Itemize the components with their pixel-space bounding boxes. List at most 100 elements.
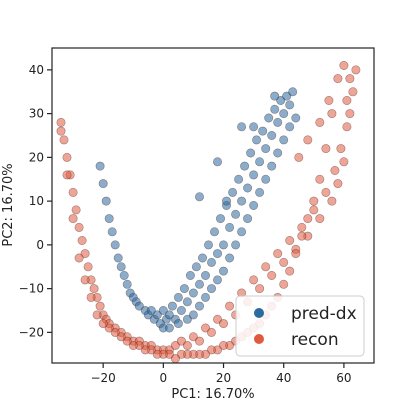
recon-point	[80, 275, 90, 285]
pred-dx-point	[261, 174, 271, 184]
recon-point	[342, 122, 352, 132]
recon-point	[56, 117, 66, 127]
recon-point	[74, 253, 84, 263]
pred-dx-point	[219, 266, 229, 276]
recon-point	[321, 187, 331, 197]
recon-point	[330, 166, 340, 176]
recon-point	[273, 249, 283, 259]
x-axis-label: PC1: 16.70%	[171, 387, 254, 402]
recon-point	[95, 301, 105, 311]
recon-point	[315, 214, 325, 224]
pred-dx-point	[282, 91, 292, 101]
recon-point	[219, 340, 229, 350]
pred-dx-point	[158, 305, 168, 315]
recon-point	[176, 336, 186, 346]
x-tick-label: −20	[90, 371, 115, 385]
x-tick-label: 0	[160, 371, 168, 385]
recon-point	[261, 262, 271, 272]
pred-dx-point	[231, 209, 241, 219]
recon-point	[279, 257, 289, 267]
pred-dx-point	[164, 323, 174, 333]
recon-point	[315, 174, 325, 184]
pred-dx-point	[146, 305, 156, 315]
recon-point	[315, 117, 325, 127]
recon-series	[56, 60, 361, 364]
pred-dx-point	[113, 253, 123, 263]
legend-box	[235, 295, 365, 357]
recon-point	[303, 214, 313, 224]
pred-dx-point	[237, 196, 247, 206]
legend: pred-dx recon	[235, 295, 365, 357]
recon-point	[339, 157, 349, 167]
pred-dx-point	[182, 297, 192, 307]
pred-dx-point	[273, 148, 283, 158]
recon-point	[68, 187, 78, 197]
recon-point	[77, 236, 87, 246]
pred-dx-point	[134, 301, 144, 311]
legend-marker-recon	[254, 334, 264, 344]
recon-point	[327, 109, 337, 119]
pred-dx-point	[276, 96, 286, 106]
pred-dx-point	[204, 240, 214, 250]
recon-point	[339, 60, 349, 70]
recon-point	[62, 170, 72, 180]
recon-point	[333, 74, 343, 84]
recon-point	[116, 332, 126, 342]
x-tick-label: 40	[276, 371, 291, 385]
recon-point	[321, 144, 331, 154]
pred-dx-point	[279, 135, 289, 145]
recon-point	[291, 249, 301, 259]
recon-point	[68, 214, 78, 224]
pred-dx-point	[261, 144, 271, 154]
pred-dx-point	[201, 292, 211, 302]
pred-dx-point	[291, 113, 301, 123]
pred-dx-point	[219, 240, 229, 250]
y-axis-label: PC2: 16.70%	[1, 163, 16, 246]
recon-point	[345, 74, 355, 84]
recon-point	[92, 310, 102, 320]
x-axis-ticks: −20 0 20 40 60	[90, 363, 352, 385]
y-tick-label: 40	[29, 63, 44, 77]
recon-point	[309, 205, 319, 215]
recon-point	[309, 196, 319, 206]
pred-dx-point	[255, 157, 265, 167]
pred-dx-point	[243, 214, 253, 224]
pred-dx-point	[188, 310, 198, 320]
y-tick-label: 20	[29, 150, 44, 164]
recon-point	[128, 340, 138, 350]
pred-dx-point	[119, 270, 129, 280]
pred-dx-point	[195, 279, 205, 289]
pred-dx-point	[246, 148, 256, 158]
pred-dx-point	[104, 214, 114, 224]
recon-point	[188, 332, 198, 342]
pred-dx-point	[116, 262, 126, 272]
recon-point	[285, 236, 295, 246]
pred-dx-point	[252, 135, 262, 145]
recon-point	[267, 270, 277, 280]
recon-point	[140, 345, 150, 355]
pred-dx-point	[188, 288, 198, 298]
pred-dx-point	[110, 240, 120, 250]
y-tick-label: 10	[29, 194, 44, 208]
pred-dx-point	[237, 227, 247, 237]
pred-dx-point	[225, 253, 235, 263]
legend-label-pred-dx: pred-dx	[291, 304, 357, 324]
recon-point	[324, 96, 334, 106]
pred-dx-point	[240, 161, 250, 171]
recon-point	[176, 349, 186, 359]
recon-point	[297, 222, 307, 232]
recon-point	[59, 135, 69, 145]
pred-dx-point	[191, 262, 201, 272]
recon-point	[152, 349, 162, 359]
recon-point	[225, 301, 235, 311]
legend-label-recon: recon	[291, 330, 339, 350]
recon-point	[297, 231, 307, 241]
pred-dx-point	[207, 284, 217, 294]
x-tick-label: 20	[216, 371, 231, 385]
recon-point	[201, 323, 211, 333]
pred-dx-point	[279, 109, 289, 119]
pred-dx-point	[176, 305, 186, 315]
recon-point	[327, 196, 337, 206]
